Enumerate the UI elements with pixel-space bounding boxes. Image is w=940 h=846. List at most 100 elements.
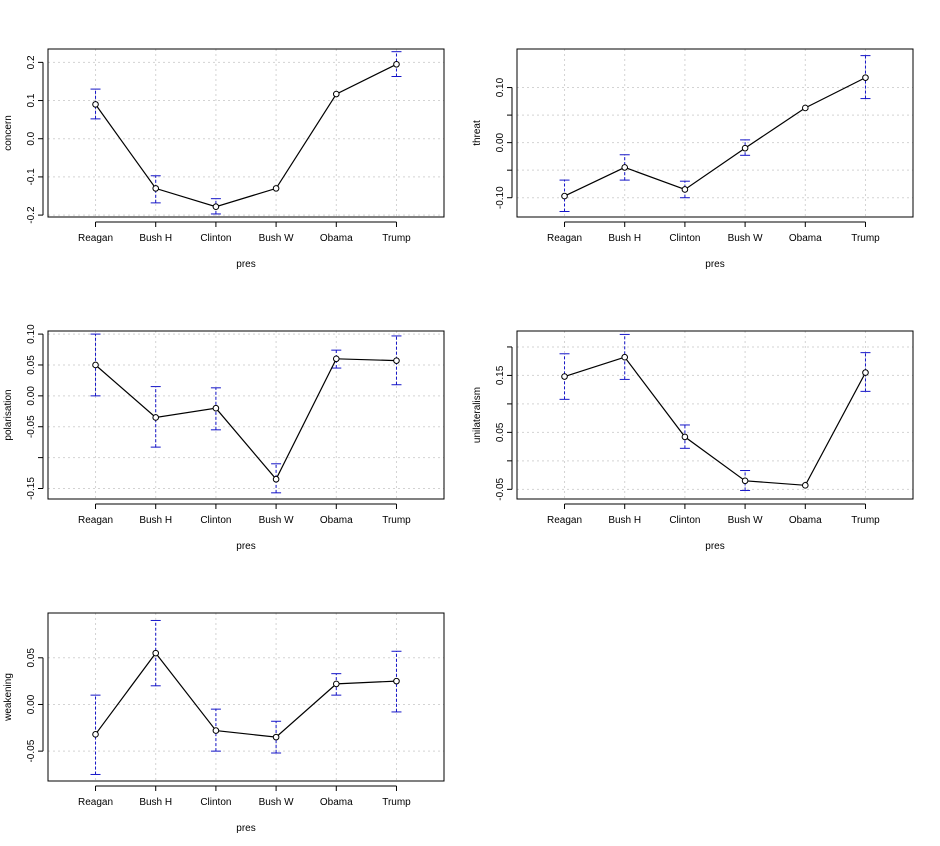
y-axis-title: threat	[472, 120, 483, 146]
data-point	[152, 185, 160, 192]
y-axis-title: concern	[3, 115, 14, 151]
data-point	[741, 477, 749, 485]
data-point	[152, 414, 160, 421]
data-point	[561, 192, 568, 200]
y-tick-label: 0.05	[26, 355, 37, 375]
chart-panel-threat: Reagan Bush H Clinton Bush W Obama Trump pres -…	[472, 48, 914, 270]
x-tick-label: Trump	[382, 233, 411, 244]
y-tick-label: 0.2	[26, 55, 37, 69]
x-tick-label: Bush H	[608, 515, 641, 526]
data-point	[681, 186, 689, 193]
y-axis-title: polarisation	[3, 389, 14, 440]
plot-frame	[47, 612, 445, 782]
y-axis-title: weakening	[3, 673, 14, 722]
x-tick-label: Bush W	[259, 797, 295, 808]
x-axis-title: pres	[705, 259, 724, 270]
data-point	[212, 727, 220, 734]
data-point	[272, 733, 280, 741]
data-point	[393, 357, 400, 364]
y-tick-label: 0.10	[495, 77, 506, 97]
x-tick-label: Trump	[851, 515, 880, 526]
x-tick-label: Reagan	[547, 515, 582, 526]
chart-panel-weakening: Reagan Bush H Clinton Bush W Obama Trump pres -…	[3, 612, 445, 834]
plot-frame	[47, 48, 445, 218]
chart-panel-unilateralism: Reagan Bush H Clinton Bush W Obama Trump pres -…	[472, 330, 914, 552]
x-tick-label: Obama	[320, 797, 353, 808]
x-tick-label: Bush H	[608, 233, 641, 244]
y-tick-label: -0.05	[495, 477, 506, 500]
y-axis-title: unilateralism	[472, 387, 483, 443]
x-tick-label: Trump	[382, 797, 411, 808]
x-tick-label: Clinton	[669, 233, 700, 244]
x-tick-label: Bush W	[728, 515, 764, 526]
x-tick-label: Clinton	[669, 515, 700, 526]
data-point	[272, 475, 280, 483]
chart-panel-concern: Reagan Bush H Clinton Bush W Obama Trump pres -…	[3, 48, 445, 270]
series-line	[564, 356, 867, 486]
x-axis-title: pres	[236, 541, 255, 552]
y-tick-label: -0.05	[26, 415, 37, 438]
y-tick-label: 0.05	[26, 648, 37, 668]
y-tick-label: -0.1	[26, 168, 37, 186]
data-point	[332, 355, 340, 363]
data-point	[152, 649, 160, 657]
x-tick-label: Reagan	[78, 797, 113, 808]
x-tick-label: Bush H	[139, 515, 172, 526]
data-point	[681, 433, 689, 441]
y-tick-label: 0.10	[26, 324, 37, 344]
data-point	[393, 60, 400, 68]
y-tick-label: 0.05	[495, 422, 506, 442]
data-point	[212, 203, 220, 210]
data-point	[862, 74, 869, 81]
y-tick-label: -0.10	[495, 186, 506, 209]
series-line	[95, 63, 397, 208]
y-tick-label: 0.00	[26, 386, 37, 406]
x-tick-label: Clinton	[200, 797, 231, 808]
series-line	[95, 358, 397, 481]
x-tick-label: Clinton	[200, 233, 231, 244]
x-axis-title: pres	[705, 541, 724, 552]
x-tick-label: Trump	[382, 515, 411, 526]
y-tick-label: 0.00	[26, 694, 37, 714]
x-tick-label: Reagan	[78, 233, 113, 244]
x-tick-label: Reagan	[547, 233, 582, 244]
data-point	[92, 361, 99, 369]
y-tick-label: -0.2	[26, 206, 37, 224]
x-tick-label: Reagan	[78, 515, 113, 526]
series-line	[564, 77, 866, 197]
data-point	[393, 677, 400, 685]
data-point	[801, 482, 809, 489]
x-tick-label: Clinton	[200, 515, 231, 526]
y-tick-label: 0.1	[26, 93, 37, 107]
plot-frame	[516, 48, 914, 218]
data-point	[212, 404, 220, 412]
y-tick-label: 0.15	[495, 365, 506, 385]
x-tick-label: Bush W	[259, 233, 295, 244]
data-point	[621, 353, 629, 361]
data-point	[92, 731, 99, 738]
x-tick-label: Bush H	[139, 233, 172, 244]
y-tick-label: -0.05	[26, 739, 37, 762]
x-tick-label: Bush W	[259, 515, 295, 526]
plot-frame	[47, 330, 445, 500]
y-tick-label: 0.00	[495, 132, 506, 152]
chart-panel-polarisation: Reagan Bush H Clinton Bush W Obama Trump pres -…	[3, 324, 445, 552]
data-point	[272, 185, 280, 192]
plot-frame	[516, 330, 914, 500]
data-point	[561, 373, 568, 380]
series-line	[95, 652, 397, 738]
data-point	[862, 369, 869, 376]
x-tick-label: Bush H	[139, 797, 172, 808]
data-point	[621, 164, 629, 171]
x-tick-label: Obama	[789, 515, 822, 526]
y-tick-label: -0.15	[26, 477, 37, 500]
x-axis-title: pres	[236, 259, 255, 270]
data-point	[332, 90, 340, 98]
x-tick-label: Trump	[851, 233, 880, 244]
y-tick-label: 0.0	[26, 131, 37, 145]
data-point	[332, 680, 340, 688]
data-point	[801, 104, 809, 112]
x-axis-title: pres	[236, 823, 255, 834]
x-tick-label: Obama	[320, 233, 353, 244]
